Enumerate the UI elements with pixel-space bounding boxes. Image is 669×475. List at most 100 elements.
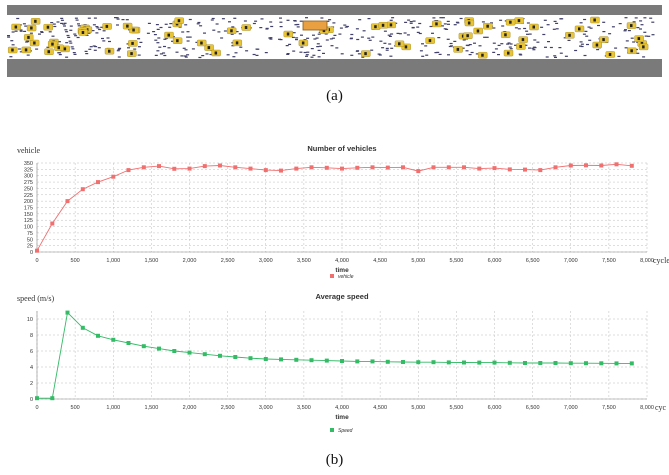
car-icon [592,41,602,49]
motorbike-icon [233,17,237,19]
data-point [462,360,466,365]
car-window [47,50,50,54]
motorbike-icon [331,37,335,39]
car-icon [174,17,184,24]
motorbike-icon [558,47,562,49]
car-icon [386,21,396,29]
motorbike-icon [328,19,332,21]
motorbike-icon [507,42,511,44]
motorbike-icon [649,17,653,19]
motorbike-icon [255,54,259,56]
motorbike-icon [438,53,442,55]
motorbike-icon [139,41,143,43]
motorbike-icon [317,33,321,35]
motorbike-icon [528,47,531,49]
data-point [629,361,634,366]
motorbike-icon [305,17,308,19]
x-tick-label: 6,000 [488,258,502,264]
motorbike-icon [121,19,125,21]
motorbike-icon [188,18,192,21]
motorbike-icon [211,17,215,20]
data-point [80,325,85,330]
motorbike-icon [459,17,463,20]
motorbike-icon [7,36,11,38]
motorbike-icon [545,56,549,58]
motorbike-icon [448,45,452,48]
car-window [63,47,67,51]
car-window [322,29,326,33]
data-point [96,333,100,338]
x-tick-label: 6,500 [526,258,540,264]
motorbike-icon [198,56,202,59]
motorbike-icon [632,21,636,23]
x-tick-label: 2,000 [183,258,197,264]
car-window [200,41,203,45]
motorbike-icon [116,18,120,20]
motorbike-icon [501,25,505,27]
motorbike-icon [125,19,129,21]
motorbike-icon [87,32,91,34]
motorbike-icon [11,44,15,46]
motorbike-icon [38,33,41,35]
car-window [244,26,248,29]
motorbike-icon [102,40,106,42]
y-tick-label: 6 [30,349,33,355]
motorbike-icon [35,48,39,50]
motorbike-icon [265,27,269,29]
motorbike-icon [602,31,606,33]
motorbike-icon [644,35,648,37]
motorbike-icon [443,23,447,25]
motorbike-icon [312,34,315,36]
y-tick-label: 25 [27,244,33,250]
bus-icon [302,20,328,31]
motorbike-icon [10,40,14,42]
data-point [294,357,299,362]
y-tick-label: 0 [30,397,33,403]
x-tick-label: 8,000 [640,405,654,411]
data-point [50,396,55,401]
data-point [538,168,543,173]
motorbike-icon [186,31,190,33]
motorbike-icon [642,56,646,58]
motorbike-icon [255,48,259,50]
x-tick-label: 3,500 [297,258,311,264]
motorbike-icon [546,24,550,26]
motorbike-icon [333,34,337,36]
motorbike-icon [385,49,389,51]
data-point [568,361,573,366]
x-tick-label: 3,500 [297,405,311,411]
y-tick-label: 225 [24,193,33,199]
car-window [504,33,507,37]
motorbike-icon [317,56,321,58]
motorbike-icon [315,37,319,39]
motorbike-icon [191,48,195,50]
motorbike-icon [294,24,298,26]
motorbike-icon [432,17,436,19]
data-point [96,180,100,185]
car-window [640,42,644,45]
car-icon [516,43,526,50]
motorbike-icon [245,50,249,52]
motorbike-icon [614,47,618,49]
motorbike-icon [63,25,66,27]
x-tick-label: 0 [35,258,38,264]
data-point [446,165,451,170]
motorbike-icon [536,41,540,43]
motorbike-icon [296,26,300,28]
car-window [105,24,109,28]
motorbike-icon [623,30,627,32]
motorbike-icon [269,37,273,39]
motorbike-icon [60,19,64,21]
data-point [157,346,161,351]
motorbike-icon [92,45,96,47]
motorbike-icon [51,35,55,37]
motorbike-icon [383,30,387,32]
x-tick-label: 1,500 [144,405,158,411]
motorbike-icon [180,55,184,57]
data-point [553,165,558,170]
data-point [279,357,283,362]
motorbike-icon [485,36,489,38]
legend-swatch [330,274,334,278]
car-icon [453,46,463,53]
car-window [33,41,36,45]
